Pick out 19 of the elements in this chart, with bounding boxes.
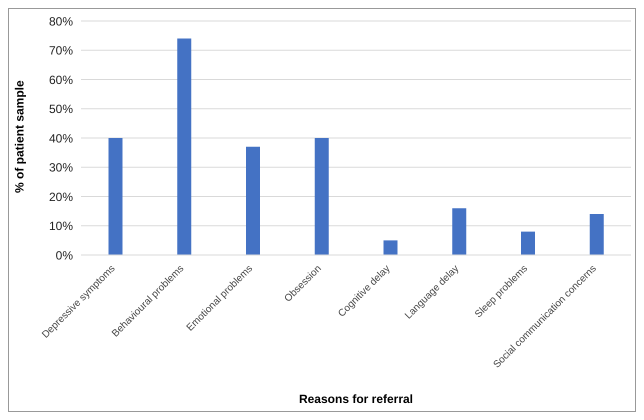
bar	[521, 232, 535, 255]
bar	[108, 138, 122, 255]
y-tick-label: 30%	[48, 160, 74, 175]
y-tick-label: 80%	[48, 14, 74, 28]
bar	[314, 138, 329, 255]
y-tick-label: 40%	[48, 131, 74, 146]
y-axis-title: % of patient sample	[12, 80, 26, 193]
y-tick-label: 0%	[56, 248, 74, 262]
x-axis-title: Reasons for referral	[298, 392, 414, 406]
y-tick-label: 50%	[48, 102, 74, 116]
y-tick-label: 60%	[48, 72, 74, 87]
y-tick-label: 70%	[48, 44, 74, 58]
bar	[452, 208, 466, 255]
bar	[384, 240, 398, 255]
y-tick-label: 20%	[48, 190, 74, 204]
bar	[246, 146, 260, 255]
bar	[177, 38, 192, 255]
y-tick-label: 10%	[48, 219, 74, 234]
bar	[590, 214, 604, 255]
